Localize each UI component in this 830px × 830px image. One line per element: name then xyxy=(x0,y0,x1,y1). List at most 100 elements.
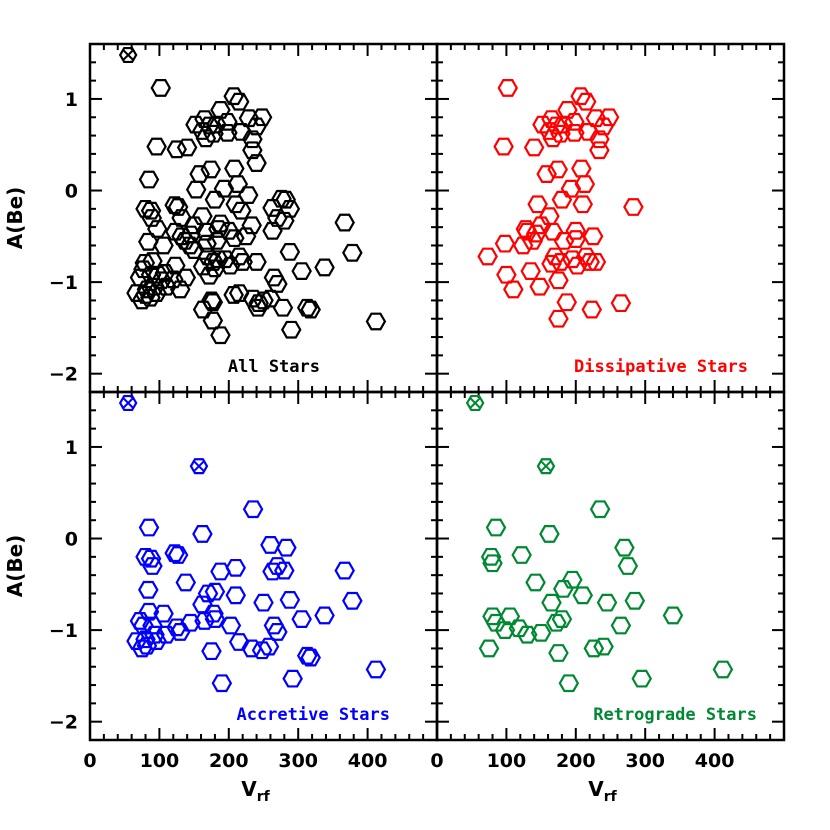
data-point xyxy=(210,101,231,119)
data-point xyxy=(562,570,583,589)
data-point xyxy=(195,129,217,148)
data-point xyxy=(623,198,644,216)
data-point xyxy=(142,557,163,575)
data-point xyxy=(546,613,567,632)
data-point xyxy=(267,275,288,293)
data-point xyxy=(246,154,267,172)
data-point xyxy=(575,247,597,266)
x-tick-label: 200 xyxy=(556,750,596,772)
data-point xyxy=(140,288,161,307)
data-point xyxy=(231,123,252,141)
y-tick-label: 0 xyxy=(65,529,78,551)
data-point xyxy=(564,112,585,131)
data-point xyxy=(192,300,214,319)
data-point xyxy=(296,298,318,317)
y-axis-label: A(Be) xyxy=(3,187,27,250)
y-tick-label: −2 xyxy=(49,712,78,734)
data-point xyxy=(167,546,189,564)
data-point xyxy=(206,232,228,250)
data-point xyxy=(144,625,165,644)
data-point xyxy=(204,190,226,209)
data-point xyxy=(169,623,191,641)
data-point xyxy=(272,298,294,317)
data-point xyxy=(553,580,574,598)
data-point xyxy=(536,165,557,183)
data-point xyxy=(133,260,154,279)
data-point xyxy=(631,669,653,688)
data-point xyxy=(138,518,160,537)
data-point xyxy=(164,196,185,215)
data-point xyxy=(224,159,245,178)
data-point xyxy=(365,312,387,331)
data-point xyxy=(280,320,302,339)
data-point xyxy=(296,646,318,665)
data-point xyxy=(494,234,516,253)
data-point xyxy=(274,211,295,230)
data-point xyxy=(522,232,544,250)
data-point xyxy=(617,557,639,575)
data-point xyxy=(223,87,244,106)
data-point xyxy=(548,271,569,290)
data-point xyxy=(246,117,267,136)
data-point xyxy=(242,141,263,160)
crossed-data-point xyxy=(536,458,556,475)
data-point xyxy=(523,138,545,157)
data-point xyxy=(131,291,153,310)
data-point xyxy=(565,221,587,240)
data-point xyxy=(126,632,147,650)
crossed-data-point xyxy=(465,394,485,412)
data-point xyxy=(558,674,580,693)
data-point xyxy=(276,538,297,557)
data-point xyxy=(138,170,160,189)
data-point xyxy=(204,582,226,601)
panel-title: Dissipative Stars xyxy=(574,357,748,377)
data-point xyxy=(610,616,632,635)
data-point xyxy=(482,607,503,626)
data-point xyxy=(548,309,569,328)
data-point xyxy=(497,79,519,97)
data-point xyxy=(232,253,253,271)
data-point xyxy=(248,294,269,313)
data-point xyxy=(578,123,599,141)
data-point xyxy=(164,544,185,563)
panel-title: All Stars xyxy=(228,357,320,377)
data-point xyxy=(192,257,214,276)
data-point xyxy=(215,250,236,269)
data-point xyxy=(478,639,500,658)
data-point xyxy=(211,674,233,693)
data-point xyxy=(565,230,587,248)
panel-all-stars: −2 −1 0 1 A(Be) All Stars xyxy=(3,42,439,394)
data-point xyxy=(614,538,635,557)
data-point xyxy=(291,610,312,629)
data-point xyxy=(253,593,274,612)
data-point xyxy=(210,562,231,581)
data-point xyxy=(279,242,301,261)
data-point xyxy=(520,262,541,281)
data-point xyxy=(202,311,224,330)
data-point xyxy=(217,123,238,142)
x-tick-label: 400 xyxy=(695,750,735,772)
data-point xyxy=(251,108,273,127)
data-point xyxy=(210,326,231,345)
data-point xyxy=(201,642,222,661)
data-point xyxy=(200,160,222,179)
data-point xyxy=(503,280,524,299)
data-point xyxy=(129,612,151,630)
data-point xyxy=(138,232,159,251)
data-point xyxy=(365,660,387,679)
data-point xyxy=(589,130,610,149)
data-point xyxy=(662,606,684,625)
data-point xyxy=(541,593,562,612)
x-tick-label: 100 xyxy=(140,750,180,772)
data-point xyxy=(140,265,162,284)
data-point xyxy=(134,253,156,272)
data-point xyxy=(202,293,224,312)
data-point xyxy=(511,546,532,564)
data-point xyxy=(136,636,158,655)
data-point xyxy=(140,201,162,220)
data-point xyxy=(548,644,569,662)
data-point xyxy=(138,602,160,621)
data-point xyxy=(572,195,594,214)
data-point xyxy=(624,591,646,610)
